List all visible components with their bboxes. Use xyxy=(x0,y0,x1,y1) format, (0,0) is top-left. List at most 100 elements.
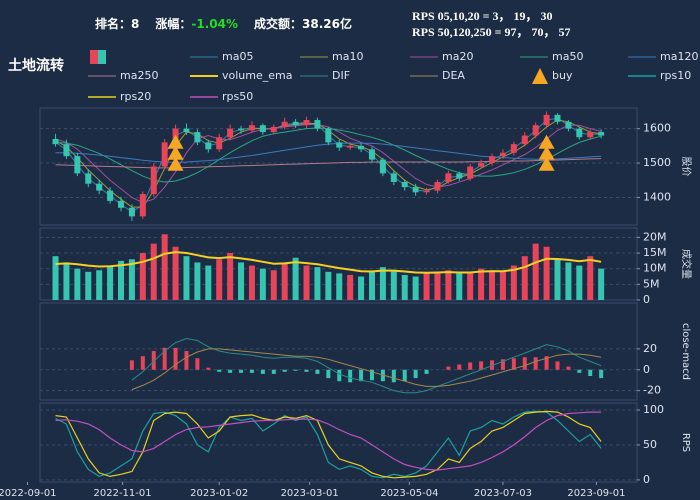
candle-body xyxy=(96,183,103,191)
macd-bar xyxy=(184,350,189,370)
macd-bar xyxy=(555,361,560,370)
volume-bar xyxy=(139,253,146,300)
macd-bar xyxy=(468,362,473,370)
volume-bar xyxy=(401,274,408,300)
macd-bar xyxy=(533,357,538,370)
legend-candle-up xyxy=(90,50,98,64)
macd-bar xyxy=(195,358,200,370)
candle-body xyxy=(85,173,92,184)
macd-bar xyxy=(479,361,484,370)
candle-body xyxy=(565,121,572,129)
candle-body xyxy=(128,207,135,217)
volume-bar xyxy=(270,270,277,300)
x-tick-label: 2023-05-04 xyxy=(380,488,438,499)
macd-bar xyxy=(206,367,211,370)
candle-body xyxy=(532,125,539,136)
candle-body xyxy=(456,173,463,179)
candle-body xyxy=(499,152,506,157)
y-tick-label: 50 xyxy=(643,438,657,451)
candle-body xyxy=(205,142,212,150)
buy-arrow xyxy=(167,145,184,160)
macd-bar xyxy=(304,369,309,372)
volume-bar xyxy=(379,267,386,300)
volume-bar xyxy=(107,265,114,300)
candle-body xyxy=(347,145,354,148)
volume-bar xyxy=(358,276,365,300)
volume-bar xyxy=(598,268,605,300)
buy-marker xyxy=(167,134,184,171)
volume-bar xyxy=(96,270,103,300)
candle-body xyxy=(521,135,528,145)
y-tick-label: 0 xyxy=(643,363,650,376)
candle-body xyxy=(74,156,81,174)
volume-bar xyxy=(532,243,539,300)
volume-bar xyxy=(325,271,332,300)
candle-body xyxy=(368,149,375,160)
macd-bar xyxy=(391,369,396,383)
volume-bar xyxy=(456,273,463,300)
volume-bar xyxy=(347,274,354,300)
candle-body xyxy=(303,120,310,126)
change-label: 涨幅： xyxy=(155,16,191,31)
candle-body xyxy=(259,125,266,133)
legend-label: buy xyxy=(552,69,573,82)
macd-bar xyxy=(544,356,549,370)
macd-bar xyxy=(413,369,418,379)
candle-body xyxy=(161,142,168,167)
legend-candle-down xyxy=(98,50,106,64)
candle-body xyxy=(401,181,408,188)
y-tick-label: 1600 xyxy=(643,122,671,135)
y-axis-label: 成交量 xyxy=(680,249,693,279)
macd-bar xyxy=(522,357,527,370)
volume-bar xyxy=(434,271,441,300)
candle-body xyxy=(292,121,299,126)
volume-bar xyxy=(510,265,517,300)
volume-bar xyxy=(85,271,92,300)
volume-bar xyxy=(412,276,419,300)
volume-bar xyxy=(238,262,245,300)
macd-bar xyxy=(402,369,407,382)
volume-bar xyxy=(172,246,179,300)
buy-marker xyxy=(538,134,555,171)
line-series xyxy=(131,337,602,394)
macd-bar xyxy=(217,369,222,372)
price-panel xyxy=(39,107,638,226)
line-series xyxy=(131,348,602,391)
macd-bar xyxy=(446,366,451,370)
candle-body xyxy=(434,181,441,191)
macd-bar xyxy=(500,359,505,370)
x-tick-label: 2023-07-03 xyxy=(474,488,532,499)
macd-bar xyxy=(315,369,320,374)
y-tick-label: 20M xyxy=(643,230,667,243)
volume-bar xyxy=(499,271,506,300)
macd-bar xyxy=(293,369,298,371)
macd-panel xyxy=(39,302,638,401)
macd-bar xyxy=(140,356,145,370)
macd-bar xyxy=(173,347,178,370)
x-tick-label: 2022-09-01 xyxy=(0,488,57,499)
macd-bar xyxy=(566,366,571,370)
candle-body xyxy=(63,144,70,157)
candle-body xyxy=(587,132,594,138)
y-tick-label: 0 xyxy=(643,473,650,486)
volume-bar xyxy=(161,234,168,300)
buy-arrow xyxy=(538,156,555,171)
y-tick-label: -20 xyxy=(643,384,661,397)
macd-bar xyxy=(282,369,287,372)
x-tick-label: 2022-11-01 xyxy=(94,488,152,499)
macd-bar xyxy=(239,369,244,373)
volume-bar xyxy=(205,265,212,300)
candle-body xyxy=(390,173,397,182)
candle-body xyxy=(139,194,146,217)
rps-line: RPS 50,120,250 = 97， 70， 57 xyxy=(412,25,571,39)
legend-label: DEA xyxy=(442,69,465,82)
y-axis-label: 股价 xyxy=(680,157,692,177)
chart-title: 土地流转 xyxy=(8,57,64,74)
volume-bar xyxy=(478,268,485,300)
candle-body xyxy=(423,190,430,193)
volume-bar xyxy=(390,270,397,300)
volume-bar xyxy=(489,270,496,300)
legend-label: ma120 xyxy=(660,50,698,63)
